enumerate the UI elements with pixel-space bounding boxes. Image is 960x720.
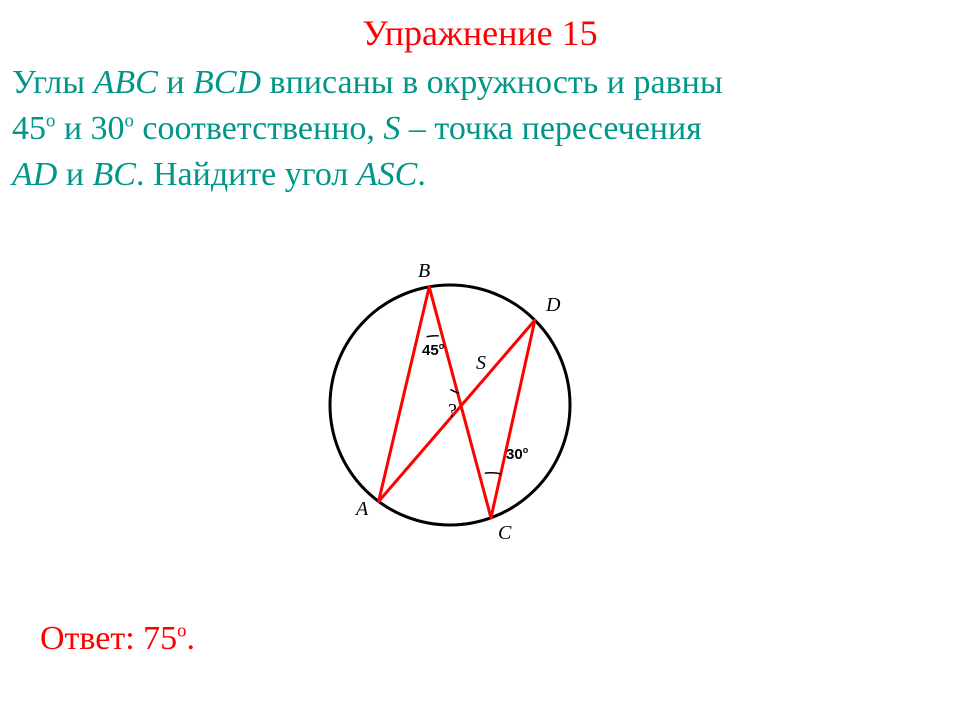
problem-text: и xyxy=(57,156,92,193)
problem-statement: Углы ABC и BCD вписаны в окружность и ра… xyxy=(12,60,942,198)
problem-text: 45 xyxy=(12,110,46,147)
var-ad: AD xyxy=(12,156,57,193)
var-bc: BC xyxy=(93,156,136,193)
svg-text:A: A xyxy=(354,498,369,520)
answer-label: Ответ: xyxy=(40,620,143,657)
degree-symbol: о xyxy=(177,621,186,642)
problem-text: – точка пересечения xyxy=(400,110,701,147)
svg-text:D: D xyxy=(545,294,561,316)
problem-text: . xyxy=(417,156,426,193)
problem-text: Углы xyxy=(12,64,94,101)
degree-symbol: о xyxy=(125,111,134,132)
svg-text:?: ? xyxy=(448,400,457,422)
svg-text:B: B xyxy=(418,260,430,282)
answer-line: Ответ: 75о. xyxy=(40,620,195,658)
answer-suffix: . xyxy=(187,620,196,657)
var-bcd: BCD xyxy=(193,64,261,101)
var-abc: ABC xyxy=(94,64,158,101)
problem-text: соответственно, xyxy=(134,110,384,147)
problem-text: . Найдите угол xyxy=(136,156,357,193)
exercise-title: Упражнение 15 xyxy=(0,12,960,54)
degree-symbol: о xyxy=(46,111,55,132)
problem-text: и xyxy=(158,64,193,101)
problem-text: и 30 xyxy=(55,110,124,147)
var-asc: ASC xyxy=(357,156,417,193)
problem-text: вписаны в окружность и равны xyxy=(261,64,723,101)
svg-text:S: S xyxy=(476,352,486,374)
svg-text:45o: 45o xyxy=(422,341,445,359)
var-s: S xyxy=(383,110,400,147)
geometry-diagram: A B C D S 45o 30o? xyxy=(270,225,630,585)
svg-text:C: C xyxy=(498,522,512,544)
svg-text:30o: 30o xyxy=(506,445,529,463)
answer-value: 75 xyxy=(143,620,177,657)
